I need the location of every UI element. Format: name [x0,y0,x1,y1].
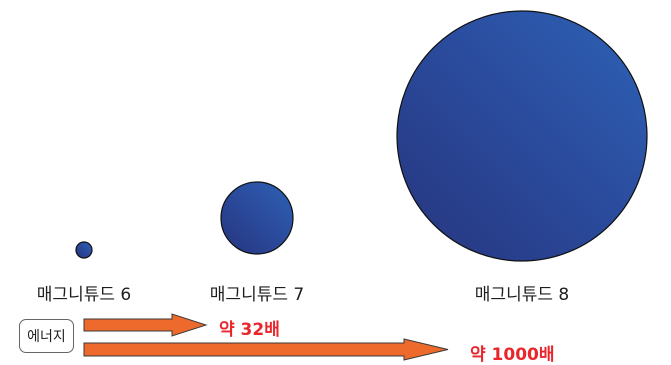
magnitude-7-circle [220,181,294,255]
energy-arrow-1000x [83,338,449,361]
magnitude-8-label: 매그니튜드 8 [474,285,570,305]
energy-label: 에너지 [27,329,66,345]
magnitude-7-label: 매그니튜드 7 [209,285,305,305]
magnitude-8-circle [396,10,648,262]
magnitude-6-circle [75,241,93,259]
energy-arrow-32x [83,313,208,337]
ratio-label-1000x: 약 1000배 [470,345,555,365]
ratio-label-32x: 약 32배 [219,320,280,340]
magnitude-6-label: 매그니튜드 6 [36,285,132,305]
energy-label-box: 에너지 [19,319,74,353]
